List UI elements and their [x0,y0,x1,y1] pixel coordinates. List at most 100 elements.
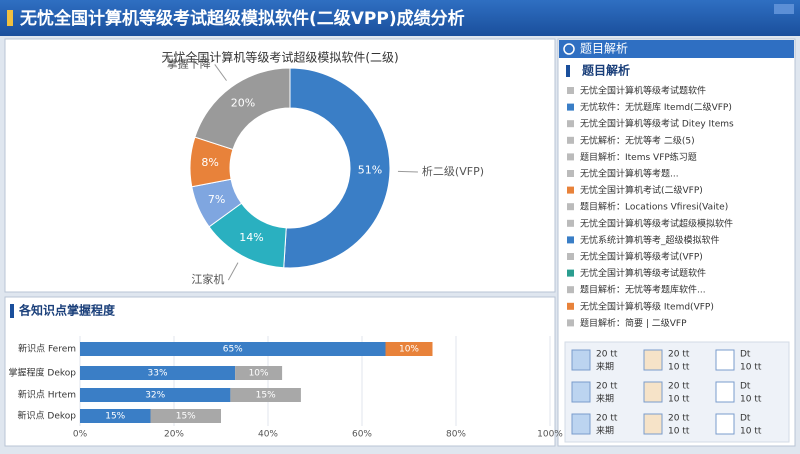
bar-label: 33% [148,369,168,379]
x-tick-label: 100% [537,430,563,440]
window-button[interactable] [774,4,794,14]
bar-segment [80,366,236,380]
item-text[interactable]: 无忧全国计算机等级考试题软件 [580,267,706,279]
segment-label: 20% [231,96,255,109]
tile-icon[interactable] [571,381,591,403]
segment-label: 7% [208,193,225,206]
category-label: 析二级(VFP) [422,164,484,178]
side-header [559,40,794,58]
leader-line [227,262,239,281]
item-checkbox[interactable] [567,203,574,211]
item-text[interactable]: 无忧全国计算机等级考试超级模拟软件 [580,217,733,229]
tile-top: Dt [740,382,751,392]
item-checkbox[interactable] [567,186,574,194]
tile-top: 20 tt [668,350,690,360]
item-text[interactable]: 无忧全国计算机等级考试 Ditey Items [580,118,734,130]
bar-title: 各知识点掌握程度 [18,303,116,318]
item-checkbox[interactable] [567,170,574,177]
title-bar [0,0,800,36]
tile-top: 20 tt [596,382,618,392]
category-label: 江家机 [191,272,224,286]
bar-segment [80,342,386,356]
tile-icon[interactable] [643,413,663,435]
item-text[interactable]: 无忧全国计算机等考题... [580,168,679,180]
tile-top: 20 tt [596,414,618,424]
item-checkbox[interactable] [567,236,574,244]
tile-top: Dt [740,350,751,360]
item-checkbox[interactable] [567,136,574,144]
sub-accent [566,65,570,77]
tile-icon[interactable] [715,349,735,371]
category-label: 掌握下降 [167,56,211,70]
bar-segment [385,342,433,356]
tile-top: 20 tt [596,350,618,360]
side-subheader: 题目解析 [582,63,630,78]
tile-top: 20 tt [668,414,690,424]
item-text[interactable]: 题目解析：无忧等考题库软件... [580,284,706,296]
tile-icon[interactable] [571,413,591,435]
item-text[interactable]: 无忧全国计算机等级考试题软件 [580,85,706,97]
segment-label: 8% [201,156,218,169]
tile-top: Dt [740,414,751,424]
bar-label: 15% [176,412,196,422]
leader-line [397,170,418,173]
tile-bottom: 来期 [596,426,614,437]
segment-label: 51% [358,164,382,177]
item-text[interactable]: 无忧软件：无忧题库 Itemd(二级VFP) [580,101,732,113]
tile-icon[interactable] [643,381,663,403]
donut-segment [283,67,391,269]
item-checkbox[interactable] [567,253,574,260]
item-checkbox[interactable] [567,153,574,161]
item-text[interactable]: 无忧全国计算机等级 Itemd(VFP) [580,300,714,312]
item-checkbox[interactable] [567,269,574,277]
tile-icon[interactable] [571,349,591,371]
item-checkbox[interactable] [567,286,574,294]
row-label: 新识点 Ferem [18,343,76,355]
item-text[interactable]: 题目解析：Locations Vfiresi(Vaite) [580,201,728,213]
x-tick-label: 80% [446,430,466,440]
item-checkbox[interactable] [567,120,574,128]
bar-segment [150,409,221,423]
row-label: 掌握程度 Dekop [9,367,77,379]
tile-icon[interactable] [643,349,663,371]
item-text[interactable]: 题目解析：简要 | 二级VFP [580,317,687,329]
tiles-area [564,341,790,443]
tile-bottom: 10 tt [740,427,762,437]
tile-bottom: 来期 [596,362,614,373]
window-title: 无忧全国计算机等级考试超级模拟软件(二级VPP)成绩分析 [19,8,465,29]
x-tick-label: 0% [73,430,88,440]
tile-bottom: 10 tt [668,395,690,405]
item-checkbox[interactable] [567,87,574,94]
item-checkbox[interactable] [567,319,574,327]
item-checkbox[interactable] [567,302,574,310]
bar-segment [80,409,151,423]
bar-label: 32% [145,391,165,401]
item-text[interactable]: 题目解析：Items VFP练习题 [580,151,697,163]
x-tick-label: 20% [164,430,184,440]
bar-label: 15% [105,412,125,422]
tile-bottom: 10 tt [740,395,762,405]
tile-top: 20 tt [668,382,690,392]
item-text[interactable]: 无忧全国计算机考试(二级VFP) [580,184,703,196]
tile-icon[interactable] [715,381,735,403]
item-checkbox[interactable] [567,103,574,111]
bar-segment [230,388,301,402]
item-text[interactable]: 无忧全国计算机等级考试(VFP) [580,251,703,263]
bar-segment [235,366,283,380]
bar-accent [10,304,14,318]
x-tick-label: 60% [352,430,372,440]
donut-segment [194,67,291,151]
segment-label: 14% [239,231,263,244]
leader-line [214,64,227,81]
tile-bottom: 10 tt [740,363,762,373]
item-text[interactable]: 无忧解析：无忧等考 二级(5) [580,134,695,146]
side-header-title: 题目解析 [580,42,628,56]
bar-label: 15% [256,391,276,401]
tile-icon[interactable] [715,413,735,435]
tile-bottom: 10 tt [668,363,690,373]
item-text[interactable]: 无忧系统计算机等考_超级模拟软件 [580,234,720,246]
row-label: 新识点 Dekop [18,410,77,422]
item-checkbox[interactable] [567,219,574,227]
